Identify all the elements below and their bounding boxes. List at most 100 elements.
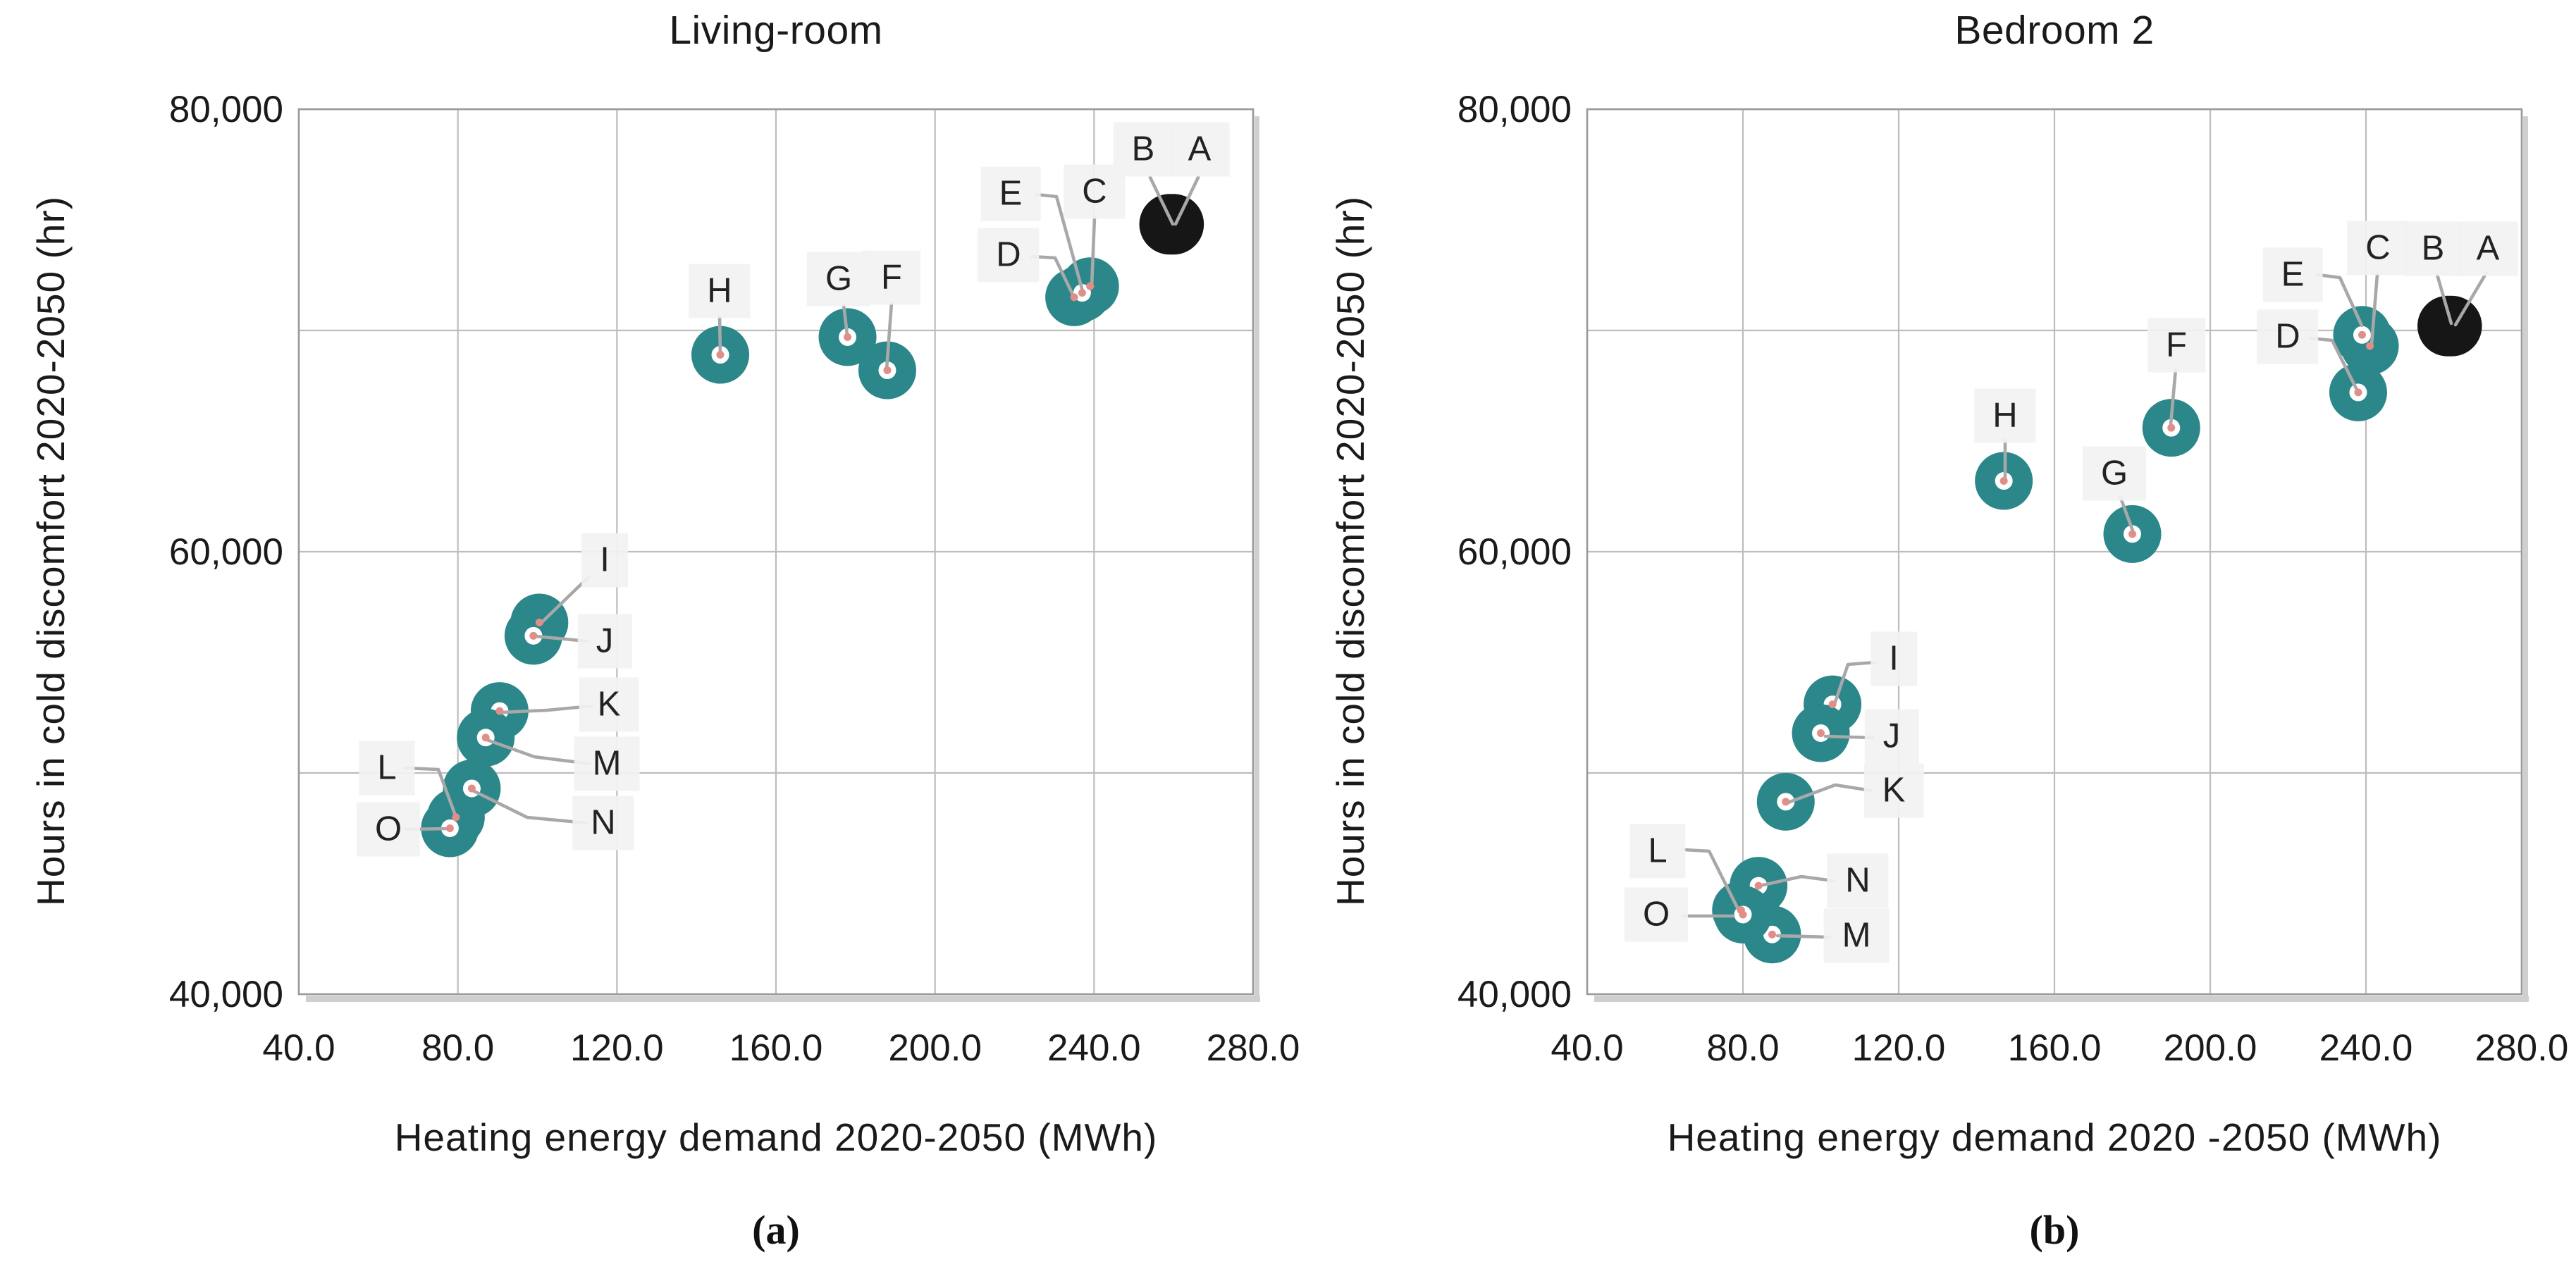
leader-tip-E: [1078, 289, 1086, 297]
leader-line-I: [1832, 660, 1878, 706]
point-label-I-a: I: [581, 533, 628, 588]
leader-tip-E: [2358, 330, 2366, 339]
point-label-N-a: N: [572, 796, 634, 850]
x-tick-label: 240.0: [1047, 1027, 1141, 1069]
leader-line-F: [2169, 367, 2178, 426]
leader-line-B: [2435, 273, 2453, 326]
leader-line-I: [539, 574, 591, 625]
x-tick-label: 80.0: [421, 1027, 494, 1069]
leader-tip-K: [495, 707, 504, 715]
plot-border: [1586, 108, 2523, 996]
point-label-H-a: H: [689, 264, 751, 318]
point-label-L-a: L: [359, 741, 415, 796]
leader-line-B: [1148, 175, 1175, 226]
leader-tip-D: [2354, 388, 2362, 397]
plot-border: [297, 108, 1255, 996]
y-tick-label: 80,000: [1458, 89, 1572, 130]
leader-tip-H: [716, 351, 725, 359]
leader-tip-N: [467, 784, 476, 793]
y-tick-label: 40,000: [1458, 974, 1572, 1015]
x-tick-label: 240.0: [2319, 1027, 2413, 1069]
x-tick-label: 40.0: [1551, 1027, 1623, 1069]
leader-line-N: [1758, 874, 1835, 888]
leader-line-G: [842, 302, 849, 337]
leader-line-E: [2316, 273, 2364, 328]
x-tick-label: 280.0: [1207, 1027, 1300, 1069]
x-tick-label: 120.0: [1852, 1027, 1946, 1069]
chart-title-bedroom-2: Bedroom 2: [1954, 8, 2155, 53]
leader-tip-K: [1782, 798, 1790, 806]
leader-line-G: [2118, 494, 2135, 533]
y-tick-label: 80,000: [169, 89, 283, 130]
point-label-O-b: O: [1624, 887, 1689, 942]
leader-line-K: [1786, 783, 1873, 805]
point-label-C-b: C: [2347, 221, 2409, 276]
y-tick-label: 40,000: [169, 974, 283, 1015]
y-axis-label-b: Hours in cold discomfort 2020-2050 (hr): [1329, 195, 1372, 907]
y-axis-label-a: Hours in cold discomfort 2020-2050 (hr): [29, 195, 73, 907]
leader-tip-M: [481, 733, 490, 742]
point-label-O-a: O: [356, 802, 421, 857]
leader-line-C: [1090, 215, 1097, 288]
point-label-H-b: H: [1974, 388, 2036, 443]
leader-tip-H: [1999, 477, 2008, 485]
leader-tip-F: [2167, 423, 2176, 432]
y-tick-label: 60,000: [169, 531, 283, 573]
leader-tip-N: [1754, 881, 1763, 890]
leader-line-M: [1775, 934, 1832, 939]
plot-shadow-bottom: [1594, 996, 2529, 1002]
point-label-G-b: G: [2082, 446, 2147, 501]
point-label-N-b: N: [1827, 853, 1889, 908]
point-label-B-b: B: [2403, 221, 2463, 276]
leader-line-L: [1682, 848, 1742, 914]
point-label-K-b: K: [1863, 763, 1924, 818]
point-label-C-a: C: [1064, 164, 1126, 219]
leader-line-N: [471, 788, 588, 825]
x-tick-label: 160.0: [729, 1027, 823, 1069]
leader-tip-J: [529, 631, 538, 640]
leader-line-D: [1030, 254, 1076, 298]
point-label-L-b: L: [1629, 824, 1686, 879]
panel-caption-a: (a): [752, 1207, 800, 1253]
x-tick-label: 80.0: [1706, 1027, 1779, 1069]
leader-line-K: [500, 704, 594, 714]
leader-line-C: [2369, 273, 2379, 347]
leader-tip-F: [883, 366, 892, 375]
x-tick-label: 200.0: [2164, 1027, 2257, 1069]
x-tick-label: 160.0: [2008, 1027, 2102, 1069]
leader-line-F: [885, 301, 894, 371]
leader-tip-M: [1768, 930, 1776, 939]
x-tick-label: 40.0: [262, 1027, 335, 1069]
y-tick-label: 60,000: [1458, 531, 1572, 573]
leader-line-E: [1034, 192, 1085, 293]
point-label-I-b: I: [1871, 631, 1917, 686]
leader-tip-C: [1086, 282, 1095, 290]
x-tick-label: 280.0: [2475, 1027, 2569, 1069]
leader-tip-L: [452, 813, 460, 822]
point-label-F-b: F: [2147, 318, 2205, 373]
plot-shadow-bottom: [306, 996, 1260, 1002]
x-tick-label: 120.0: [570, 1027, 664, 1069]
leader-tip-I: [1828, 700, 1837, 709]
leader-line-A: [2453, 271, 2489, 327]
leader-tip-D: [1070, 293, 1078, 302]
plot-shadow-right: [1255, 116, 1259, 1001]
leader-tip-J: [1817, 729, 1825, 737]
leader-line-M: [485, 738, 592, 766]
point-label-G-a: G: [806, 252, 871, 307]
x-axis-label-a: Heating energy demand 2020-2050 (MWh): [394, 1115, 1158, 1159]
point-label-J-b: J: [1864, 709, 1919, 764]
leader-tip-G: [844, 333, 852, 341]
point-label-J-a: J: [577, 614, 632, 669]
leader-line-A: [1173, 175, 1200, 226]
x-axis-label-b: Heating energy demand 2020 -2050 (MWh): [1667, 1115, 2442, 1159]
point-label-A-a: A: [1169, 122, 1230, 177]
point-label-E-a: E: [980, 166, 1041, 221]
point-label-M-b: M: [1823, 908, 1890, 963]
point-label-D-b: D: [2257, 309, 2319, 364]
leader-tip-O: [1739, 910, 1747, 919]
leader-tip-O: [445, 824, 454, 832]
leader-tip-I: [535, 618, 543, 626]
